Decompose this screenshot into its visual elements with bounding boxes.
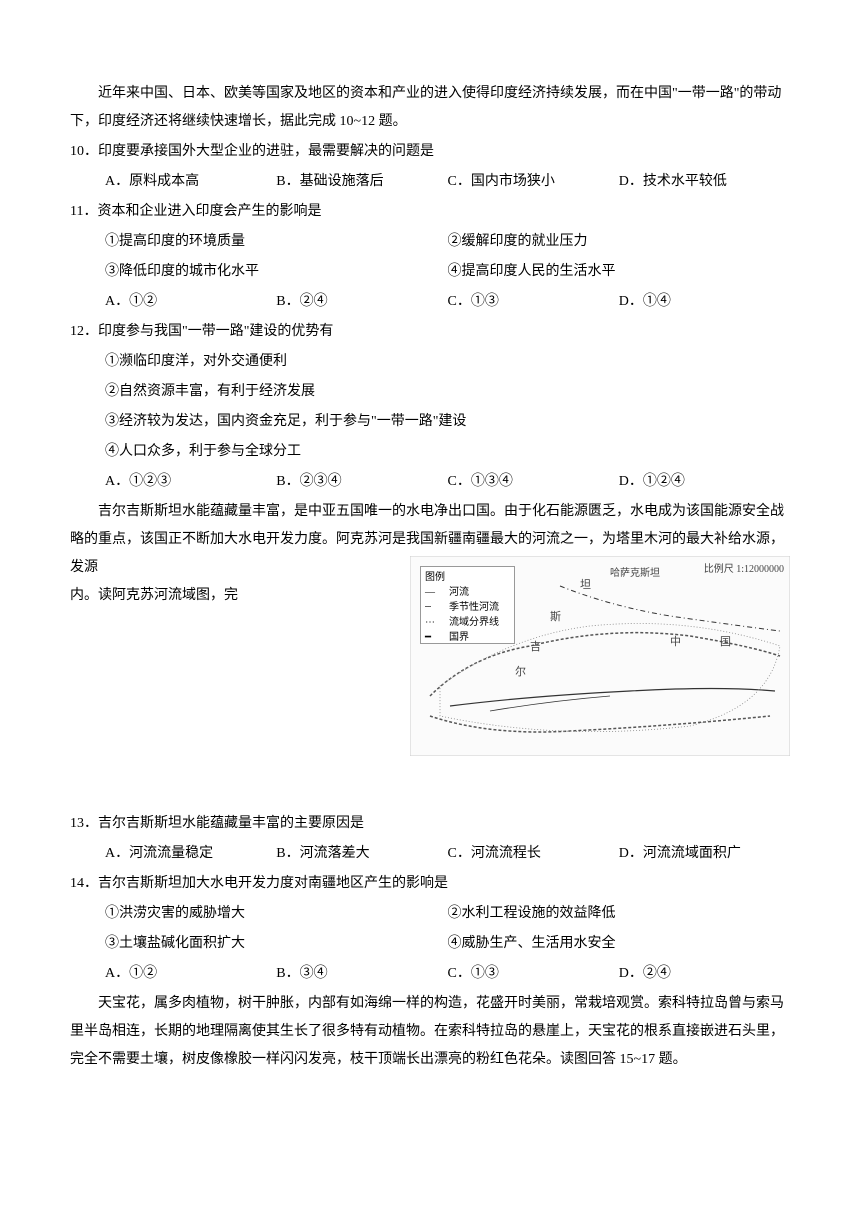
question-10-options: A．原料成本高 B．基础设施落后 C．国内市场狭小 D．技术水平较低 — [70, 168, 790, 196]
subitem-12-3: ③经济较为发达，国内资金充足，利于参与"一带一路"建设 — [70, 408, 790, 436]
question-12-options: A．①②③ B．②③④ C．①③④ D．①②④ — [70, 468, 790, 496]
legend-boundary: 流域分界线 — [449, 615, 499, 630]
option-11-c: C．①③ — [448, 288, 619, 316]
question-11-stem: 11．资本和企业进入印度会产生的影响是 — [70, 198, 790, 226]
subitem-11-3: ③降低印度的城市化水平 — [105, 258, 448, 286]
subitem-11-4: ④提高印度人民的生活水平 — [448, 258, 791, 286]
map-legend: 图例 —河流 ┄季节性河流 ⋯流域分界线 ━国界 — [420, 566, 515, 644]
option-10-b: B．基础设施落后 — [276, 168, 447, 196]
subitem-12-4: ④人口众多，利于参与全球分工 — [70, 438, 790, 466]
option-13-d: D．河流流域面积广 — [619, 840, 790, 868]
option-10-a: A．原料成本高 — [105, 168, 276, 196]
context-paragraph-1: 近年来中国、日本、欧美等国家及地区的资本和产业的进入使得印度经济持续发展，而在中… — [70, 80, 790, 136]
subitem-11-2: ②缓解印度的就业压力 — [448, 228, 791, 256]
question-13-stem: 13．吉尔吉斯斯坦水能蕴藏量丰富的主要原因是 — [70, 810, 790, 838]
aksu-river-map: 图例 —河流 ┄季节性河流 ⋯流域分界线 ━国界 比例尺 1:12000000 … — [410, 556, 790, 756]
option-13-b: B．河流落差大 — [276, 840, 447, 868]
map-label-tan: 坦 — [580, 574, 591, 596]
question-11-subitems-2: ③降低印度的城市化水平 ④提高印度人民的生活水平 — [70, 258, 790, 286]
option-13-c: C．河流流程长 — [448, 840, 619, 868]
subitem-11-1: ①提高印度的环境质量 — [105, 228, 448, 256]
option-10-d: D．技术水平较低 — [619, 168, 790, 196]
option-12-d: D．①②④ — [619, 468, 790, 496]
map-label-hasake: 哈萨克斯坦 — [610, 564, 660, 584]
legend-seasonal: 季节性河流 — [449, 600, 499, 615]
question-14-options: A．①② B．③④ C．①③ D．②④ — [70, 960, 790, 988]
option-12-b: B．②③④ — [276, 468, 447, 496]
legend-title: 图例 — [425, 570, 510, 585]
legend-border: 国界 — [449, 630, 469, 645]
option-14-b: B．③④ — [276, 960, 447, 988]
question-11-options: A．①② B．②④ C．①③ D．①④ — [70, 288, 790, 316]
question-11-subitems-1: ①提高印度的环境质量 ②缓解印度的就业压力 — [70, 228, 790, 256]
option-13-a: A．河流流量稳定 — [105, 840, 276, 868]
subitem-14-1: ①洪涝灾害的威胁增大 — [105, 900, 448, 928]
question-14-stem: 14．吉尔吉斯斯坦加大水电开发力度对南疆地区产生的影响是 — [70, 870, 790, 898]
subitem-12-1: ①濒临印度洋，对外交通便利 — [70, 348, 790, 376]
context-paragraph-2-part3: 内。读阿克苏河流域图，完 — [70, 588, 238, 603]
option-11-a: A．①② — [105, 288, 276, 316]
option-10-c: C．国内市场狭小 — [448, 168, 619, 196]
option-11-d: D．①④ — [619, 288, 790, 316]
context-paragraph-3: 天宝花，属多肉植物，树干肿胀，内部有如海绵一样的构造，花盛开时美丽，常栽培观赏。… — [70, 990, 790, 1074]
legend-river: 河流 — [449, 585, 469, 600]
subitem-14-2: ②水利工程设施的效益降低 — [448, 900, 791, 928]
map-label-si: 斯 — [550, 606, 561, 628]
option-14-c: C．①③ — [448, 960, 619, 988]
option-12-c: C．①③④ — [448, 468, 619, 496]
subitem-14-3: ③土壤盐碱化面积扩大 — [105, 930, 448, 958]
map-label-er: 尔 — [515, 661, 526, 683]
question-12-stem: 12．印度参与我国"一带一路"建设的优势有 — [70, 318, 790, 346]
question-14-subitems-2: ③土壤盐碱化面积扩大 ④威胁生产、生活用水安全 — [70, 930, 790, 958]
question-13-options: A．河流流量稳定 B．河流落差大 C．河流流程长 D．河流流域面积广 — [70, 840, 790, 868]
option-11-b: B．②④ — [276, 288, 447, 316]
option-14-a: A．①② — [105, 960, 276, 988]
subitem-12-2: ②自然资源丰富，有利于经济发展 — [70, 378, 790, 406]
map-label-zhong: 中 — [670, 631, 681, 653]
subitem-14-4: ④威胁生产、生活用水安全 — [448, 930, 791, 958]
question-14-subitems-1: ①洪涝灾害的威胁增大 ②水利工程设施的效益降低 — [70, 900, 790, 928]
context-paragraph-2-wrap: 吉尔吉斯斯坦水能蕴藏量丰富，是中亚五国唯一的水电净出口国。由于化石能源匮乏，水电… — [70, 498, 790, 758]
map-label-ji: 吉 — [530, 636, 541, 658]
option-12-a: A．①②③ — [105, 468, 276, 496]
map-label-guo: 国 — [720, 631, 731, 653]
option-14-d: D．②④ — [619, 960, 790, 988]
question-10-stem: 10．印度要承接国外大型企业的进驻，最需要解决的问题是 — [70, 138, 790, 166]
map-scale: 比例尺 1:12000000 — [704, 560, 784, 580]
